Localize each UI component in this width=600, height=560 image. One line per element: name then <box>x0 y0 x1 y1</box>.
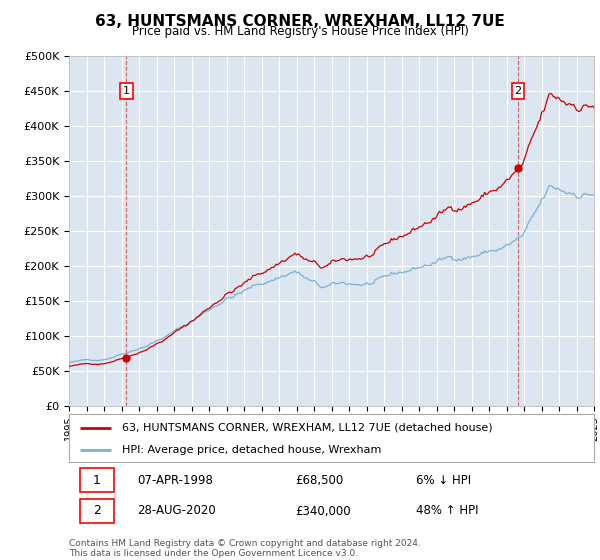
Text: 28-AUG-2020: 28-AUG-2020 <box>137 505 216 517</box>
Text: Price paid vs. HM Land Registry's House Price Index (HPI): Price paid vs. HM Land Registry's House … <box>131 25 469 38</box>
Text: 1: 1 <box>92 474 101 487</box>
Text: Contains HM Land Registry data © Crown copyright and database right 2024.
This d: Contains HM Land Registry data © Crown c… <box>69 539 421 558</box>
Text: 1: 1 <box>123 86 130 96</box>
Bar <box>79 469 113 492</box>
Text: 2: 2 <box>92 505 101 517</box>
Text: £340,000: £340,000 <box>295 505 350 517</box>
Text: 07-APR-1998: 07-APR-1998 <box>137 474 213 487</box>
Bar <box>79 500 113 522</box>
Text: 48% ↑ HPI: 48% ↑ HPI <box>415 505 478 517</box>
Text: £68,500: £68,500 <box>295 474 343 487</box>
Text: 6% ↓ HPI: 6% ↓ HPI <box>415 474 470 487</box>
Text: HPI: Average price, detached house, Wrexham: HPI: Average price, detached house, Wrex… <box>121 445 381 455</box>
Text: 2: 2 <box>514 86 521 96</box>
Text: 63, HUNTSMANS CORNER, WREXHAM, LL12 7UE (detached house): 63, HUNTSMANS CORNER, WREXHAM, LL12 7UE … <box>121 423 492 433</box>
Text: 63, HUNTSMANS CORNER, WREXHAM, LL12 7UE: 63, HUNTSMANS CORNER, WREXHAM, LL12 7UE <box>95 14 505 29</box>
